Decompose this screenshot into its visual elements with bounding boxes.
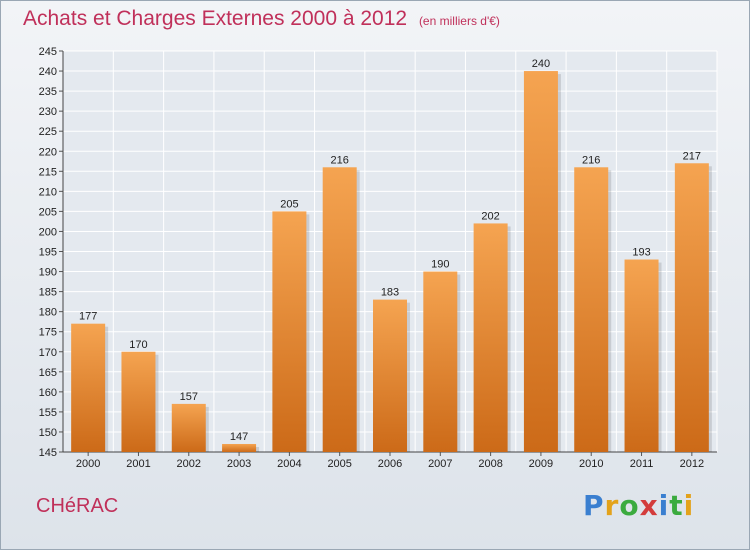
logo-letter-p: P xyxy=(583,489,605,522)
bar xyxy=(171,403,206,452)
proxiti-logo: Proxiti xyxy=(583,489,694,522)
x-tick-label: 2002 xyxy=(177,458,201,470)
x-tick-label: 2007 xyxy=(428,458,452,470)
logo-letter-i2: i xyxy=(683,489,695,522)
bar xyxy=(473,223,508,452)
logo-letter-r: r xyxy=(604,489,620,522)
city-name: CHéRAC xyxy=(36,495,119,517)
y-tick-label: 245 xyxy=(39,46,57,58)
y-tick-label: 240 xyxy=(39,66,57,78)
bar-value-label: 202 xyxy=(481,210,499,222)
bar-value-label: 216 xyxy=(331,154,349,166)
bar xyxy=(423,271,458,452)
y-tick-label: 225 xyxy=(39,126,57,138)
y-tick-label: 175 xyxy=(39,327,57,339)
bar xyxy=(71,323,106,452)
y-tick-label: 220 xyxy=(39,146,57,158)
x-tick-label: 2006 xyxy=(378,458,402,470)
y-tick-label: 155 xyxy=(39,407,57,419)
y-tick-label: 165 xyxy=(39,367,57,379)
logo-letter-t: t xyxy=(669,489,684,522)
bar-value-label: 205 xyxy=(280,198,298,210)
bar xyxy=(624,259,659,452)
y-tick-label: 235 xyxy=(39,86,57,98)
y-tick-label: 170 xyxy=(39,347,57,359)
x-tick-label: 2010 xyxy=(579,458,603,470)
bar-value-label: 190 xyxy=(431,259,449,271)
bar-value-label: 183 xyxy=(381,287,399,299)
y-tick-label: 150 xyxy=(39,427,57,439)
logo-letter-o: o xyxy=(619,489,640,522)
x-tick-label: 2012 xyxy=(680,458,704,470)
logo-letter-x: x xyxy=(639,489,659,522)
x-tick-label: 2004 xyxy=(277,458,301,470)
bar-value-label: 177 xyxy=(79,311,97,323)
bar xyxy=(674,163,709,452)
bar-value-label: 216 xyxy=(582,154,600,166)
bar-value-label: 217 xyxy=(683,150,701,162)
bar xyxy=(574,167,609,453)
bar xyxy=(222,443,257,452)
logo-letter-i1: i xyxy=(658,489,670,522)
bar xyxy=(121,351,156,452)
bar-value-label: 170 xyxy=(129,339,147,351)
x-tick-label: 2000 xyxy=(76,458,100,470)
bar xyxy=(373,299,407,452)
bar-value-label: 240 xyxy=(532,58,550,70)
chart-subtitle: (en milliers d'€) xyxy=(418,14,500,28)
x-tick-label: 2001 xyxy=(126,458,150,470)
y-tick-label: 215 xyxy=(39,166,57,178)
y-tick-label: 185 xyxy=(39,287,57,299)
y-tick-label: 230 xyxy=(39,106,57,118)
y-tick-label: 190 xyxy=(39,267,57,279)
chart-title-text: Achats et Charges Externes 2000 à 2012 xyxy=(23,7,408,30)
bar xyxy=(272,211,307,452)
x-tick-label: 2003 xyxy=(227,458,251,470)
y-tick-label: 145 xyxy=(39,447,57,459)
bar xyxy=(322,167,357,453)
bar-value-label: 157 xyxy=(180,391,198,403)
bar-value-label: 147 xyxy=(230,431,248,443)
x-tick-label: 2008 xyxy=(478,458,502,470)
y-tick-label: 210 xyxy=(39,186,57,198)
y-tick-label: 200 xyxy=(39,226,57,238)
y-tick-label: 205 xyxy=(39,206,57,218)
bar xyxy=(523,71,558,453)
bar-value-label: 193 xyxy=(632,247,650,259)
y-tick-label: 160 xyxy=(39,387,57,399)
x-tick-label: 2005 xyxy=(327,458,351,470)
y-tick-label: 180 xyxy=(39,307,57,319)
chart-title: Achats et Charges Externes 2000 à 2012 (… xyxy=(23,7,500,31)
x-tick-label: 2011 xyxy=(630,458,654,470)
x-tick-label: 2009 xyxy=(529,458,553,470)
y-tick-label: 195 xyxy=(39,247,57,259)
